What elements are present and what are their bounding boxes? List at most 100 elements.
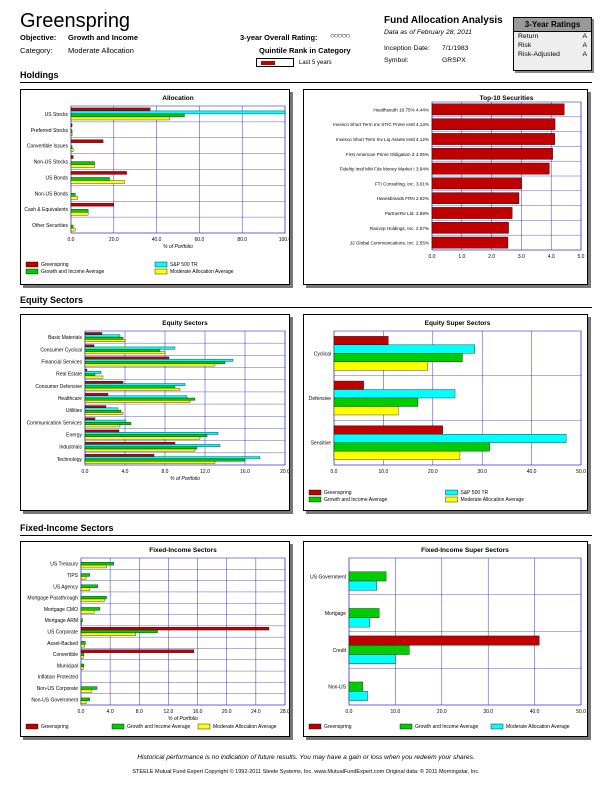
bar <box>80 641 86 645</box>
tick-label: 2.0 <box>488 254 495 260</box>
legend-label: Moderate Allocation Average <box>213 724 277 730</box>
chart-title: Fixed-Income Sectors <box>149 547 217 554</box>
bar <box>84 461 216 464</box>
fixed-income-super-sectors-chart: Fixed-Income Super Sectors 0.0 10.0 20.0 30.… <box>308 547 586 730</box>
bar <box>80 652 85 656</box>
bar <box>84 361 226 364</box>
bar <box>333 425 443 435</box>
legend-swatch <box>25 261 39 268</box>
category-label: Healthsouth 10.75% 4.44% <box>373 107 429 112</box>
tick-label: 0.0 <box>346 709 353 715</box>
overall-rating-label: 3-year Overall Rating: <box>240 33 318 42</box>
bar <box>333 380 364 390</box>
legend-swatch <box>197 723 211 730</box>
bar <box>348 654 396 665</box>
section-title-equity: Equity Sectors <box>20 295 84 305</box>
category-label: Communication Services <box>27 420 83 426</box>
bar <box>348 635 540 646</box>
tick-label: 3.0 <box>518 254 525 260</box>
quintile-label: Quintile Rank in Category <box>259 46 351 55</box>
equity-sectors-chart: Equity Sectors 0.0 4.0 8.0 12.0 16.0 20.0 % of … <box>27 320 289 482</box>
bar <box>333 406 399 416</box>
category-label: Municipal <box>57 663 78 669</box>
legend-label: Greenspring <box>324 490 352 496</box>
ratings-row: Risk-Adjusted A <box>514 50 591 59</box>
bar <box>70 116 170 121</box>
bar <box>84 405 107 409</box>
bar <box>80 663 85 668</box>
category-label: Consumer Defensive <box>35 384 82 390</box>
bar <box>431 103 565 116</box>
bar <box>84 346 176 350</box>
tick-label: 20.0 <box>109 237 119 243</box>
category-label: Technology <box>57 457 83 463</box>
bar <box>84 332 103 335</box>
bar <box>80 697 90 701</box>
fixed-super-chart-panel: Fixed-Income Super Sectors 0.0 10.0 20.0 30.… <box>303 541 588 737</box>
tick-label: 24.0 <box>251 709 261 715</box>
bar <box>84 454 155 457</box>
category-label: Mortgage CMO <box>44 607 78 613</box>
tick-label: 8.0 <box>136 709 143 715</box>
section-divider <box>20 307 592 308</box>
bar <box>80 562 114 566</box>
tick-label: 4.0 <box>107 709 114 715</box>
category-label: Hanesbrands FRN 2.92% <box>377 196 429 201</box>
bar <box>431 148 553 160</box>
bar <box>84 339 126 342</box>
inception-value: 7/1/1983 <box>442 45 469 52</box>
bar <box>70 224 74 229</box>
legend-swatch <box>445 489 458 496</box>
legend-label: Greenspring <box>41 724 69 730</box>
bar <box>70 171 127 175</box>
bar <box>84 363 216 367</box>
bar <box>84 417 96 421</box>
allocation-chart: Allocation 0.0 20.0 40.0 60.0 80.0 100.0 % of P… <box>24 95 289 275</box>
top10-chart-panel: Top-10 Securities 0.0 1.0 2.0 3.0 4.0 5.0 Healt… <box>303 89 588 285</box>
bar <box>348 617 371 628</box>
ratings-row-label: Risk-Adjusted <box>518 51 560 58</box>
tick-label: 30.0 <box>477 469 487 475</box>
tick-label: 80.0 <box>237 237 247 243</box>
category-label: Healthcare <box>58 396 82 402</box>
category-label: Non-US Bonds <box>35 191 69 197</box>
category-label: Cash & Equivalents <box>24 207 68 213</box>
bar <box>431 222 509 234</box>
bar <box>80 627 270 631</box>
bar <box>84 444 221 447</box>
tick-label: 20.0 <box>222 709 232 715</box>
legend-swatch <box>25 268 39 275</box>
tick-label: 40.0 <box>527 469 537 475</box>
tick-label: 12.0 <box>164 709 174 715</box>
bar <box>70 132 73 137</box>
bar <box>348 571 387 582</box>
bar <box>333 450 461 460</box>
category-label: Convertible Issues <box>27 144 69 150</box>
bar <box>70 193 76 197</box>
bar <box>80 573 90 577</box>
bar <box>333 361 429 371</box>
quintile-last-label: Last 5 years <box>299 60 332 66</box>
objective-value: Growth and Income <box>68 33 139 42</box>
bar <box>84 446 198 450</box>
quintile-rank-fill <box>261 61 275 65</box>
bar <box>80 564 107 569</box>
bar <box>84 410 122 413</box>
category-label: Industrials <box>59 445 82 451</box>
bar <box>84 395 188 399</box>
legend-label: Growth and Income Average <box>127 724 190 730</box>
tick-label: 12.0 <box>200 469 210 475</box>
legend-label: Growth and Income Average <box>324 497 387 503</box>
tick-label: 40.0 <box>530 709 540 715</box>
category-label: US Government <box>310 574 346 580</box>
bar <box>84 412 124 415</box>
legend-label: S&P 500 TR <box>461 490 489 496</box>
category-label: US Treasury <box>50 562 78 568</box>
tick-label: 50.0 <box>576 709 586 715</box>
tick-label: 1.0 <box>458 254 465 260</box>
bar <box>80 584 98 588</box>
section-divider <box>20 82 592 83</box>
bar <box>84 424 121 428</box>
bar <box>84 349 161 352</box>
bar <box>348 691 368 701</box>
